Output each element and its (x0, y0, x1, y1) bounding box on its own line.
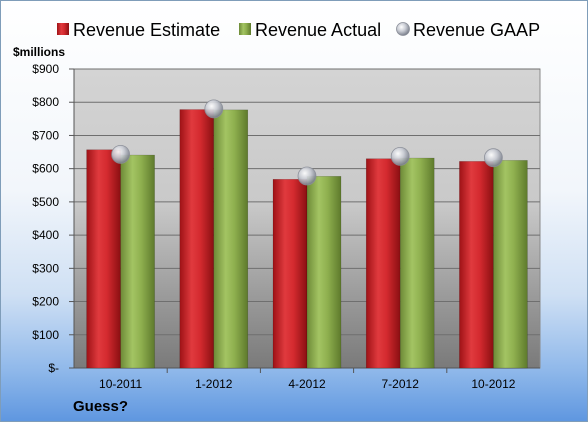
y-tick-label: $300 (32, 261, 59, 275)
legend-swatch (396, 22, 410, 36)
y-tick-label: $900 (32, 62, 59, 76)
y-tick-label: $100 (32, 328, 59, 342)
company-caption: Guess? (73, 398, 128, 415)
x-tick-label: 10-2011 (99, 377, 142, 391)
revenue-actual-bar (120, 154, 155, 369)
gaap-markers (111, 99, 503, 186)
y-tick-label: $200 (32, 295, 59, 309)
y-tick-label: $700 (32, 128, 59, 142)
legend: Revenue Estimate Revenue Actual Revenue GA… (57, 20, 540, 40)
legend-label: Revenue Estimate (73, 20, 220, 40)
revenue-estimate-bar (179, 109, 215, 369)
x-axis: 10-2011 1-2012 4-2012 7-2012 10-2012 (74, 367, 540, 391)
revenue-estimate-bar (459, 161, 494, 369)
revenue-estimate-bar (272, 179, 308, 369)
legend-item-revenue-gaap: Revenue GAAP (396, 20, 540, 40)
revenue-actual-bar (399, 157, 435, 369)
x-tick-label: 4-2012 (288, 377, 326, 391)
revenue-gaap-marker (204, 99, 224, 119)
y-tick-label: $- (48, 361, 59, 375)
revenue-gaap-marker (483, 148, 503, 168)
x-tick-label: 1-2012 (195, 377, 233, 391)
legend-swatch (239, 23, 251, 35)
revenue-gaap-marker (111, 144, 130, 164)
legend-swatch (57, 23, 69, 35)
revenue-gaap-marker (297, 166, 317, 186)
revenue-estimate-bar (365, 158, 401, 369)
legend-item-revenue-estimate: Revenue Estimate (57, 20, 220, 40)
bars (86, 109, 528, 369)
y-tick-label: $800 (32, 95, 59, 109)
y-tick-label: $400 (32, 228, 59, 242)
y-axis: $- $100 $200 $300 $400 $500 $600 $700 $800 $900 (32, 62, 75, 375)
legend-label: Revenue GAAP (413, 20, 540, 40)
legend-item-revenue-actual: Revenue Actual (239, 20, 381, 40)
x-tick-label: 10-2012 (471, 377, 515, 391)
y-tick-label: $600 (32, 162, 59, 176)
revenue-actual-bar (493, 160, 528, 369)
y-tick-label: $500 (32, 195, 59, 209)
revenue-actual-bar (306, 176, 342, 369)
x-tick-label: 7-2012 (382, 377, 420, 391)
revenue-gaap-marker (390, 146, 410, 166)
legend-label: Revenue Actual (255, 20, 381, 40)
y-unit-label: $millions (13, 45, 65, 59)
revenue-actual-bar (213, 109, 249, 369)
revenue-estimate-bar (86, 149, 121, 369)
